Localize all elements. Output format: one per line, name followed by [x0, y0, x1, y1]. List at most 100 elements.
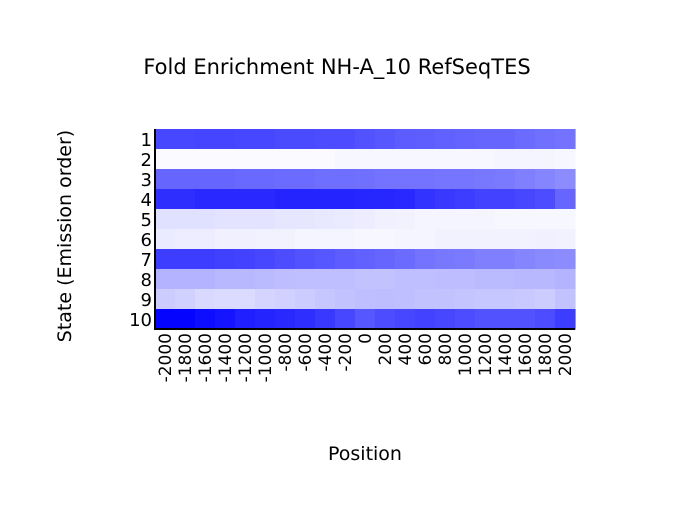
heatmap-cell: [275, 289, 296, 310]
heatmap-cell: [495, 209, 516, 230]
heatmap-cell: [375, 249, 396, 270]
heatmap-cell: [295, 149, 316, 170]
heatmap-cell: [335, 129, 356, 150]
heatmap-cell: [275, 169, 296, 190]
heatmap-cell: [255, 149, 276, 170]
heatmap-cell: [215, 249, 236, 270]
column-tick-label: 1200: [476, 333, 496, 376]
heatmap-cell: [155, 209, 176, 230]
heatmap-cell: [235, 129, 256, 150]
heatmap-cell: [175, 149, 196, 170]
heatmap-cell: [255, 249, 276, 270]
heatmap-cell: [275, 249, 296, 270]
heatmap-cell: [455, 189, 476, 210]
heatmap-cell: [395, 189, 416, 210]
column-labels: -2000 -1800 -1600 -1400 -1200 -1000 -800 -600 -4…: [156, 333, 576, 382]
heatmap-cell: [195, 209, 216, 230]
heatmap-cell: [455, 309, 476, 330]
heatmap-cell: [375, 269, 396, 290]
heatmap-cell: [455, 169, 476, 190]
heatmap-cell: [275, 309, 296, 330]
heatmap-cell: [455, 209, 476, 230]
heatmap-cell: [415, 229, 436, 250]
heatmap-cell: [175, 269, 196, 290]
column-tick-label: -1200: [236, 333, 256, 382]
heatmap-cell: [395, 209, 416, 230]
heatmap-cell: [475, 169, 496, 190]
heatmap-cell: [495, 189, 516, 210]
heatmap-cell: [475, 189, 496, 210]
heatmap-cell: [295, 309, 316, 330]
column-tick-label: -600: [296, 333, 316, 372]
heatmap-cell: [495, 249, 516, 270]
heatmap-cell: [315, 169, 336, 190]
heatmap-cell: [475, 249, 496, 270]
heatmap-cell: [195, 129, 216, 150]
column-tick-label: -400: [316, 333, 336, 372]
heatmap-cell: [475, 209, 496, 230]
heatmap-cell: [295, 289, 316, 310]
row-tick-label: 8: [141, 270, 152, 291]
heatmap-cell: [435, 189, 456, 210]
heatmap-cell: [275, 129, 296, 150]
heatmap-cell: [555, 309, 576, 330]
column-tick-label: 1800: [536, 333, 556, 376]
heatmap-cell: [335, 289, 356, 310]
heatmap-cell: [395, 169, 416, 190]
heatmap-cell: [455, 269, 476, 290]
heatmap-cell: [415, 249, 436, 270]
chart-title: Fold Enrichment NH-A_10 RefSeqTES: [143, 55, 530, 80]
heatmap-cell: [375, 289, 396, 310]
column-tick-label: -2000: [156, 333, 176, 382]
heatmap-cell: [195, 249, 216, 270]
heatmap-cell: [255, 309, 276, 330]
heatmap-cell: [195, 229, 216, 250]
heatmap-cell: [255, 229, 276, 250]
heatmap-cell: [555, 149, 576, 170]
heatmap-cell: [355, 149, 376, 170]
column-tick-label: 0: [356, 333, 376, 344]
heatmap-cell: [315, 209, 336, 230]
heatmap-cell: [555, 269, 576, 290]
heatmap-cell: [495, 269, 516, 290]
heatmap-cell: [235, 269, 256, 290]
heatmap-cell: [155, 149, 176, 170]
heatmap-cell: [495, 149, 516, 170]
heatmap-cell: [255, 189, 276, 210]
heatmap-cell: [275, 189, 296, 210]
heatmap-cell: [255, 209, 276, 230]
heatmap-cell: [535, 149, 556, 170]
heatmap-cell: [155, 269, 176, 290]
column-tick-label: 200: [376, 333, 396, 365]
heatmap-cell: [335, 169, 356, 190]
heatmap-cell: [515, 269, 536, 290]
heatmap-cell: [315, 289, 336, 310]
heatmap-cell: [315, 309, 336, 330]
heatmap-cell: [215, 269, 236, 290]
heatmap-cell: [475, 269, 496, 290]
heatmap-cell: [215, 309, 236, 330]
heatmap-cell: [155, 189, 176, 210]
heatmap-cell: [475, 149, 496, 170]
heatmap-cell: [295, 249, 316, 270]
heatmap-cell: [555, 289, 576, 310]
heatmap-cell: [315, 189, 336, 210]
heatmap-cell: [535, 209, 556, 230]
heatmap-cell: [555, 229, 576, 250]
heatmap-cell: [555, 249, 576, 270]
heatmap-cell: [415, 269, 436, 290]
heatmap-cell: [355, 209, 376, 230]
heatmap-cell: [415, 209, 436, 230]
column-tick-label: -1800: [176, 333, 196, 382]
heatmap-cell: [275, 229, 296, 250]
heatmap-cell: [535, 129, 556, 150]
row-tick-label: 5: [141, 210, 152, 231]
heatmap-cell: [295, 229, 316, 250]
heatmap-cell: [455, 129, 476, 150]
heatmap-cell: [495, 129, 516, 150]
heatmap-cell: [255, 269, 276, 290]
heatmap-cell: [375, 149, 396, 170]
heatmap-cell: [515, 209, 536, 230]
